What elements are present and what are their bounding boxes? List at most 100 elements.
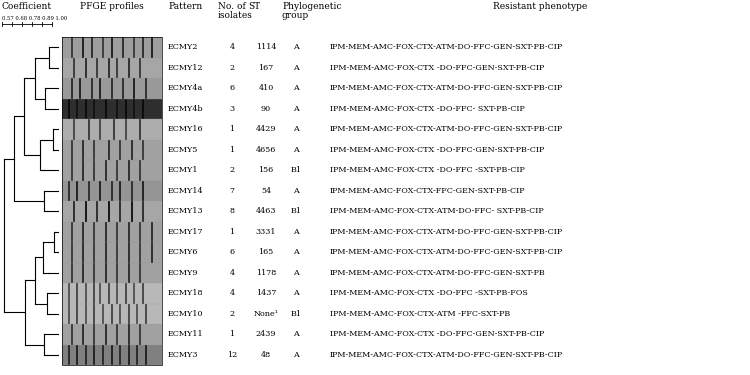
Bar	[62, 303, 162, 324]
Text: 7: 7	[230, 187, 235, 195]
Text: IPM-MEM-AMC-FOX-CTX -DO-FFC -SXT-PB-CIP: IPM-MEM-AMC-FOX-CTX -DO-FFC -SXT-PB-CIP	[330, 166, 525, 174]
Text: ECMY11: ECMY11	[168, 330, 203, 338]
Text: A: A	[293, 330, 298, 338]
Bar	[74, 57, 76, 78]
Bar	[134, 78, 136, 99]
Bar	[74, 201, 76, 222]
Text: 167: 167	[258, 64, 274, 72]
Bar	[62, 160, 162, 180]
Text: A: A	[293, 289, 298, 297]
Bar	[62, 222, 162, 242]
Text: 6: 6	[230, 84, 235, 92]
Bar	[94, 283, 95, 303]
Text: B1: B1	[290, 166, 302, 174]
Bar	[88, 119, 90, 140]
Bar	[102, 37, 104, 57]
Text: isolates: isolates	[218, 11, 253, 20]
Bar	[68, 283, 70, 303]
Bar	[142, 201, 144, 222]
Text: 4656: 4656	[256, 146, 276, 154]
Bar	[82, 37, 84, 57]
Text: ECMY16: ECMY16	[168, 125, 203, 133]
Bar	[108, 201, 109, 222]
Bar	[151, 222, 152, 242]
Text: 90: 90	[261, 105, 271, 113]
Bar	[130, 201, 133, 222]
Text: IPM-MEM-AMC-FOX-CTX-ATM-DO-FFC-GEN-SXT-PB-CIP: IPM-MEM-AMC-FOX-CTX-ATM-DO-FFC-GEN-SXT-P…	[330, 84, 563, 92]
Bar	[62, 283, 162, 303]
Bar	[105, 242, 106, 262]
Text: 6: 6	[230, 248, 235, 256]
Bar	[94, 160, 95, 180]
Text: IPM-MEM-AMC-FOX-CTX -DO-FFC-GEN-SXT-PB-CIP: IPM-MEM-AMC-FOX-CTX -DO-FFC-GEN-SXT-PB-C…	[330, 146, 544, 154]
Bar	[116, 242, 118, 262]
Text: 4: 4	[230, 269, 235, 277]
Bar	[108, 57, 109, 78]
Text: 1: 1	[230, 330, 235, 338]
Bar	[94, 222, 95, 242]
Text: A: A	[293, 248, 298, 256]
Text: Phylogenetic: Phylogenetic	[282, 2, 341, 11]
Bar	[105, 262, 106, 283]
Text: No. of: No. of	[218, 2, 246, 11]
Bar	[88, 180, 90, 201]
Bar	[116, 283, 118, 303]
Bar	[116, 222, 118, 242]
Bar	[119, 180, 122, 201]
Bar	[128, 242, 130, 262]
Bar	[62, 201, 162, 222]
Text: 1: 1	[230, 228, 235, 236]
Bar	[105, 99, 106, 119]
Text: 165: 165	[258, 248, 274, 256]
Bar	[116, 99, 118, 119]
Bar	[151, 242, 152, 262]
Bar	[124, 99, 127, 119]
Text: ECMY12: ECMY12	[168, 64, 203, 72]
Bar	[140, 222, 141, 242]
Text: ECMY4a: ECMY4a	[168, 84, 203, 92]
Bar	[105, 324, 106, 345]
Bar	[136, 303, 138, 324]
Text: IPM-MEM-AMC-FOX-CTX-ATM-DO-FFC-GEN-SXT-PB-CIP: IPM-MEM-AMC-FOX-CTX-ATM-DO-FFC-GEN-SXT-P…	[330, 248, 563, 256]
Bar	[76, 180, 78, 201]
Bar	[70, 242, 73, 262]
Bar	[110, 303, 112, 324]
Text: IPM-MEM-AMC-FOX-CTX-ATM-DO-FFC-GEN-SXT-PB-CIP: IPM-MEM-AMC-FOX-CTX-ATM-DO-FFC-GEN-SXT-P…	[330, 351, 563, 359]
Text: 156: 156	[258, 166, 274, 174]
Bar	[62, 37, 162, 57]
Bar	[116, 262, 118, 283]
Bar	[130, 180, 133, 201]
Text: ECMY9: ECMY9	[168, 269, 199, 277]
Text: IPM-MEM-AMC-FOX-CTX -DO-FFC -SXT-PB-FOS: IPM-MEM-AMC-FOX-CTX -DO-FFC -SXT-PB-FOS	[330, 289, 528, 297]
Bar	[110, 345, 112, 365]
Text: Coefficient: Coefficient	[2, 2, 52, 11]
Bar	[85, 303, 87, 324]
Text: A: A	[293, 84, 298, 92]
Bar	[76, 283, 78, 303]
Bar	[62, 180, 162, 201]
Text: A: A	[293, 125, 298, 133]
Text: Pattern: Pattern	[168, 2, 202, 11]
Bar	[80, 78, 81, 99]
Bar	[82, 222, 84, 242]
Bar	[70, 262, 73, 283]
Bar	[94, 262, 95, 283]
Bar	[124, 119, 127, 140]
Bar	[108, 283, 109, 303]
Text: A: A	[293, 146, 298, 154]
Bar	[82, 242, 84, 262]
Bar	[99, 78, 101, 99]
Bar	[94, 99, 95, 119]
Bar	[119, 140, 122, 160]
Text: A: A	[293, 43, 298, 51]
Bar	[68, 345, 70, 365]
Bar	[122, 78, 124, 99]
Text: A: A	[293, 105, 298, 113]
Text: ECMY14: ECMY14	[168, 187, 203, 195]
Text: ECMY4b: ECMY4b	[168, 105, 203, 113]
Bar	[102, 345, 104, 365]
Bar	[134, 283, 136, 303]
Bar	[94, 140, 95, 160]
Bar	[94, 345, 95, 365]
Text: ECMY1: ECMY1	[168, 166, 199, 174]
